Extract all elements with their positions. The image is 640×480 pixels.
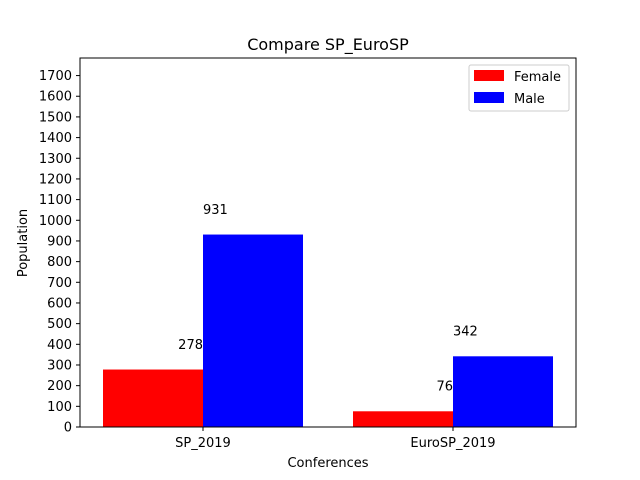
y-tick-label: 1200: [39, 172, 72, 187]
legend-swatch-male: [474, 92, 504, 103]
y-tick-label: 200: [47, 379, 72, 394]
y-tick-label: 0: [64, 421, 72, 436]
x-axis-label: Conferences: [287, 456, 368, 471]
chart-title: Compare SP_EuroSP: [247, 35, 409, 55]
legend: Female Male: [468, 64, 570, 112]
y-axis: 0 100 200 300 400 500 600 700 800 900 1000 1100 1200…: [39, 69, 80, 436]
y-tick-label: 1000: [39, 214, 72, 229]
y-tick-label: 1700: [39, 69, 72, 84]
plot-frame: [79, 57, 577, 428]
data-labels-group: 278 76 931 342: [178, 203, 478, 395]
bar-female-eurosp_2019: [353, 411, 453, 427]
bar-male-eurosp_2019: [453, 356, 553, 427]
y-tick-label: 500: [47, 317, 72, 332]
data-label-male-eurosp_2019: 342: [453, 325, 478, 340]
y-tick-label: 800: [47, 255, 72, 270]
y-tick-label: 1100: [39, 193, 72, 208]
y-axis-label: Population: [16, 209, 31, 277]
y-tick-label: 1600: [39, 90, 72, 105]
y-tick-label: 1500: [39, 110, 72, 125]
legend-label-female: Female: [514, 70, 561, 85]
x-tick-label: SP_2019: [175, 436, 231, 451]
bar-male-sp_2019: [203, 234, 303, 427]
x-axis: SP_2019 EuroSP_2019: [175, 427, 496, 451]
y-tick-label: 900: [47, 234, 72, 249]
data-label-male-sp_2019: 931: [203, 203, 228, 218]
bar-female-sp_2019: [103, 369, 203, 427]
y-tick-label: 700: [47, 276, 72, 291]
x-tick-label: EuroSP_2019: [410, 436, 495, 451]
y-tick-label: 300: [47, 358, 72, 373]
legend-label-male: Male: [514, 92, 545, 107]
y-tick-label: 1400: [39, 131, 72, 146]
y-tick-label: 600: [47, 296, 72, 311]
y-tick-label: 1300: [39, 152, 72, 167]
y-tick-label: 400: [47, 338, 72, 353]
data-label-female-eurosp_2019: 76: [436, 380, 453, 395]
y-tick-label: 100: [47, 400, 72, 415]
data-label-female-sp_2019: 278: [178, 338, 203, 353]
bars-group: [103, 234, 553, 427]
legend-swatch-female: [474, 70, 504, 81]
